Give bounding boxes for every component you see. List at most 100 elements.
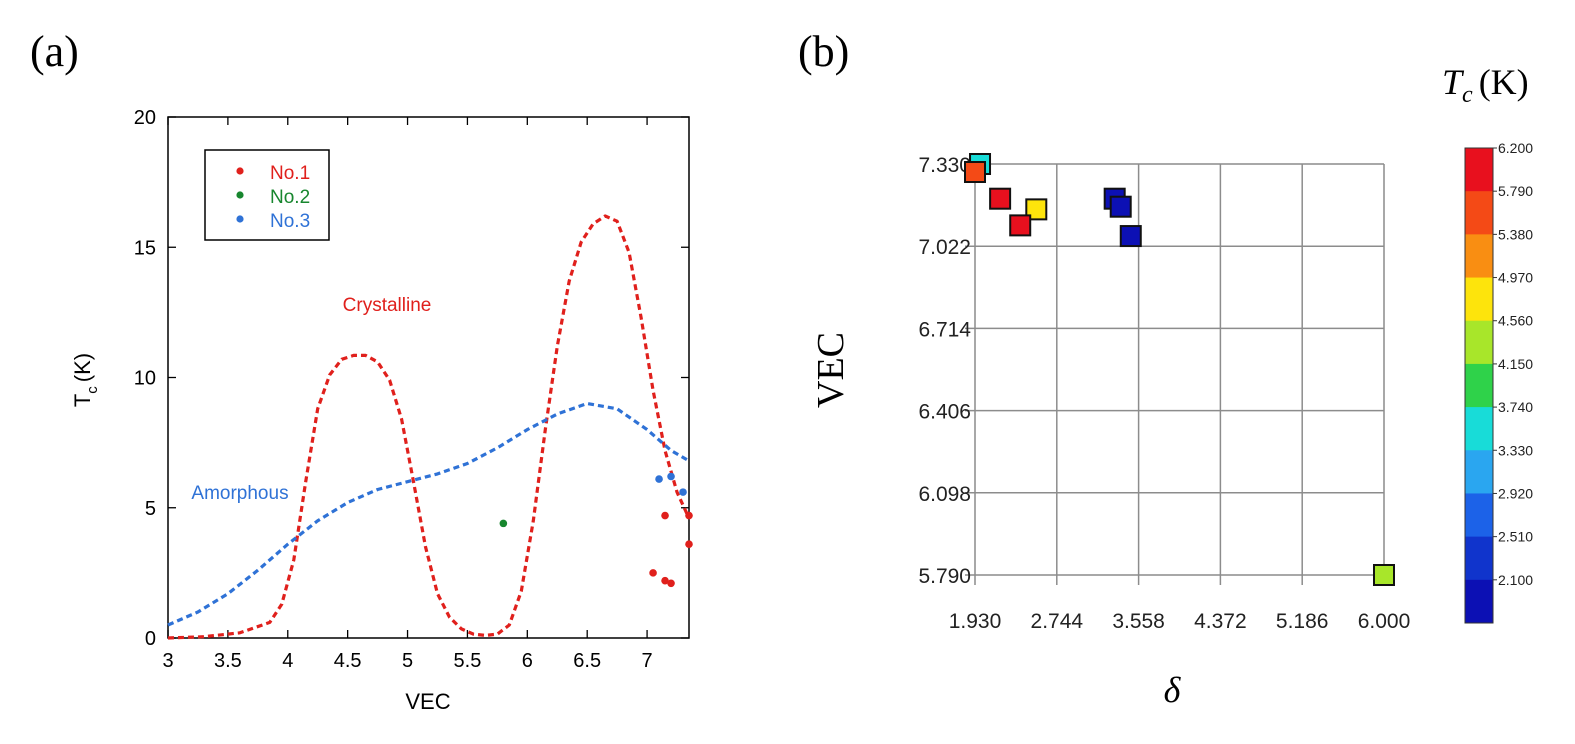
point-no1 [685,540,693,549]
panel-a-legend: No.1 No.2 No.3 [204,149,330,241]
colorbar-tick-label: 4.560 [1498,313,1533,329]
legend-label-no2: No.2 [270,187,310,208]
colorbar: Tc (K) 6.200 5.790 5.380 4.970 4.560 4.150 3.74… [1442,62,1533,624]
panel-a-points [499,472,693,588]
panel-b-y-tick-label: 6.714 [918,318,971,341]
point-no1 [661,511,669,520]
panel-a-y-label-main: T [70,394,95,407]
point-no3 [667,472,675,481]
colorbar-segment [1465,407,1493,451]
colorbar-tick-label: 2.510 [1498,529,1533,545]
panel-a-y-tick-label: 0 [145,628,156,650]
panel-a-y-axis-label: Tc (K) [70,353,101,407]
panel-a-y-tick-label: 15 [134,237,156,259]
point-no3 [655,475,663,483]
panel-b-x-tick-label: 3.558 [1112,610,1165,633]
panel-b-x-tick-label: 4.372 [1194,610,1247,633]
colorbar-segment [1465,536,1493,581]
panel-a-axes: 3 3.5 4 4.5 5 5.5 6 6.5 7 0 5 10 15 20 [134,107,689,672]
panel-a-curves [167,214,691,640]
legend-box [204,149,330,241]
colorbar-title: Tc (K) [1442,62,1529,108]
panel-a-label: (a) [30,27,79,76]
panel-b-points [964,153,1395,586]
colorbar-tick-label: 4.970 [1498,270,1533,286]
legend-label-no3: No.3 [270,211,310,232]
panel-b-label: (b) [798,27,849,76]
panel-a-x-tick-label: 3 [162,650,173,672]
crystalline-curve [167,214,691,640]
panel-b-data-square [964,161,986,184]
panel-b-x-tick-label: 2.744 [1031,610,1084,633]
panel-b-y-tick-label: 7.022 [918,236,971,259]
panel-b-data-square [1025,198,1048,221]
panel-a-x-tick-label: 5 [402,650,413,672]
panel-a-x-axis-label: VEC [405,689,450,714]
panel-b-data-square [1119,225,1142,248]
colorbar-segment [1465,148,1493,192]
panel-a-x-tick-label: 5.5 [454,650,482,672]
legend-marker-no3 [236,215,244,223]
panel-a-y-label-unit: (K) [70,353,95,382]
colorbar-segment [1465,277,1493,322]
point-no1 [661,576,669,585]
point-no1 [649,569,657,577]
panel-b-data-square [1009,214,1032,237]
panel-a-x-tick-label: 4.5 [334,650,362,672]
legend-marker-no1 [236,167,244,175]
colorbar-tick-label: 6.200 [1498,140,1533,156]
colorbar-tick-label: 3.740 [1498,399,1533,415]
panel-b-y-axis-label: VEC [810,332,852,408]
legend-marker-no2 [236,191,244,199]
legend-label-no1: No.1 [270,163,310,184]
colorbar-tick-label: 4.150 [1498,356,1533,372]
panel-b-x-tick-label: 1.930 [949,610,1002,633]
colorbar-title-sub: c [1462,82,1473,108]
panel-b-grid [965,163,1385,585]
panel-a-chart: 3 3.5 4 4.5 5 5.5 6 6.5 7 0 5 10 15 20 VEC Tc (K) Crys… [70,107,693,714]
colorbar-segment [1465,363,1493,408]
panel-b-x-axis-label: δ [1164,670,1182,710]
crystalline-annotation: Crystalline [343,295,432,316]
colorbar-tick-label: 2.920 [1498,485,1533,501]
point-no1 [685,511,693,520]
colorbar-tick-label: 5.380 [1498,226,1533,242]
panel-b-x-tick-label: 6.000 [1358,610,1411,633]
colorbar-segment [1465,493,1493,538]
panel-a-x-tick-label: 7 [642,650,653,672]
panel-b-chart: 1.930 2.744 3.558 4.372 5.186 6.000 5.790 6.098… [810,62,1533,710]
colorbar-frame [1464,147,1494,624]
colorbar-segment [1465,450,1493,494]
panel-a-x-tick-label: 4 [282,650,293,672]
panel-b-x-tick-label: 5.186 [1276,610,1329,633]
point-no3 [679,488,687,496]
panel-b-y-tick-label: 5.790 [918,565,971,588]
panel-a-y-tick-label: 10 [134,368,156,390]
panel-a-y-tick-label: 20 [134,107,156,129]
panel-b-y-tick-label: 7.330 [918,154,971,177]
panel-b-y-tick-label: 6.406 [918,401,971,424]
amorphous-curve [167,401,690,627]
panel-a-y-tick-label: 5 [145,498,156,520]
point-no1 [667,579,675,588]
panel-a-x-tick-label: 6.5 [573,650,601,672]
panel-b-y-tick-label: 6.098 [918,483,971,506]
colorbar-tick-label: 3.330 [1498,442,1533,458]
panel-a-x-tick-label: 3.5 [214,650,242,672]
colorbar-segment [1465,320,1493,365]
colorbar-scale: 6.200 5.790 5.380 4.970 4.560 4.150 3.740 3.330… [1464,140,1533,624]
point-no2 [499,519,508,528]
panel-b-data-square [989,187,1012,210]
colorbar-title-unit: (K) [1479,62,1529,102]
svg-text:Tc(K): Tc (K) [70,353,101,407]
colorbar-segment [1465,191,1493,235]
panel-b-data-square [1109,195,1132,218]
panel-a-y-label-sub: c [84,386,101,394]
panel-a-x-tick-label: 6 [522,650,533,672]
panel-b-data-square [1373,564,1395,586]
amorphous-annotation: Amorphous [191,483,288,504]
colorbar-segment [1465,579,1493,624]
colorbar-title-main: T [1442,62,1465,102]
colorbar-tick-label: 5.790 [1498,183,1533,199]
